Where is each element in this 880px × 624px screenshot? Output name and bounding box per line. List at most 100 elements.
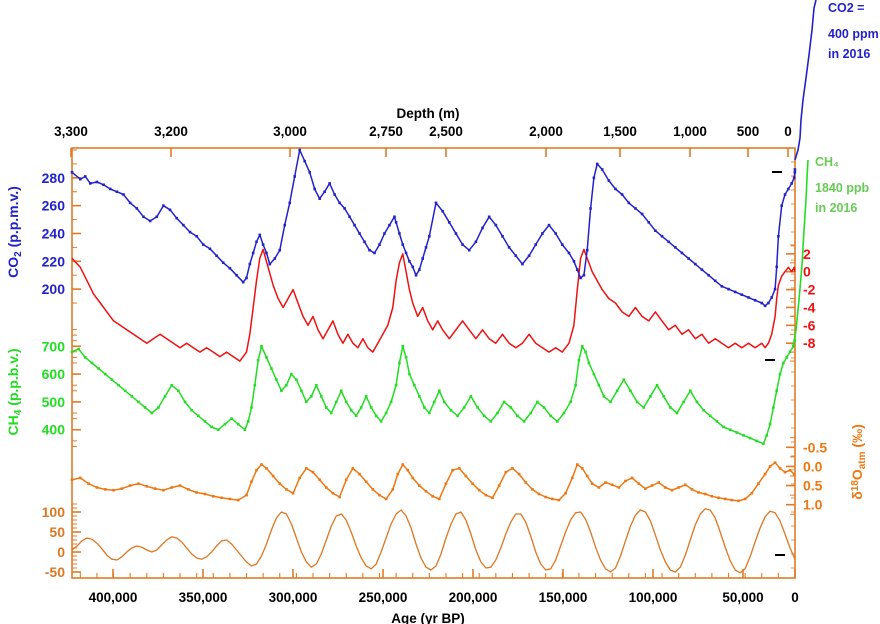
data-point bbox=[391, 488, 395, 491]
data-point bbox=[300, 389, 303, 393]
data-point bbox=[556, 420, 559, 423]
data-point bbox=[228, 266, 232, 270]
age-tick-label-8: 0 bbox=[791, 590, 799, 605]
data-point bbox=[378, 243, 381, 246]
data-point bbox=[203, 420, 207, 423]
data-point bbox=[255, 468, 258, 472]
co2-axis-tick-label-3: 220 bbox=[42, 253, 66, 269]
data-point bbox=[295, 378, 298, 381]
temp-axis-tick-label-2: -2 bbox=[803, 282, 816, 298]
data-point bbox=[251, 251, 255, 255]
data-point bbox=[655, 383, 659, 387]
depth-tick-label-6: 1,500 bbox=[603, 124, 637, 139]
annotation-0-line-0: CO2 = bbox=[828, 1, 864, 15]
depth-tick-label-2: 3,000 bbox=[273, 124, 307, 139]
data-point bbox=[122, 193, 125, 196]
data-point bbox=[728, 428, 732, 432]
data-point bbox=[261, 243, 265, 246]
data-point bbox=[697, 491, 700, 494]
data-point bbox=[253, 383, 257, 387]
data-point bbox=[456, 414, 459, 418]
data-point bbox=[115, 190, 119, 194]
data-point bbox=[137, 482, 140, 485]
data-point bbox=[273, 257, 277, 260]
data-point bbox=[413, 383, 416, 387]
depth-tick-label-1: 3,200 bbox=[154, 124, 188, 139]
data-point bbox=[600, 168, 604, 171]
data-point bbox=[112, 488, 115, 492]
data-point bbox=[730, 498, 734, 502]
data-point bbox=[569, 400, 572, 404]
data-point bbox=[574, 383, 577, 387]
data-point bbox=[190, 408, 193, 412]
data-point bbox=[401, 243, 405, 246]
data-point bbox=[690, 488, 694, 491]
data-point bbox=[580, 467, 584, 470]
data-point bbox=[664, 486, 667, 489]
data-point bbox=[250, 406, 253, 409]
data-point bbox=[389, 400, 393, 404]
data-point bbox=[353, 223, 356, 227]
data-point bbox=[783, 193, 787, 196]
data-point bbox=[687, 257, 690, 260]
data-point bbox=[634, 207, 637, 210]
data-point bbox=[275, 378, 278, 381]
data-point bbox=[305, 400, 308, 404]
data-point bbox=[431, 494, 434, 498]
data-point bbox=[70, 350, 74, 354]
data-point bbox=[102, 183, 105, 187]
insol-axis-tick-label-2: 0 bbox=[57, 544, 65, 560]
data-point bbox=[359, 406, 363, 409]
data-point bbox=[637, 482, 641, 485]
data-point bbox=[278, 248, 282, 252]
co2-axis-title: CO2 (p.p.m.v.) bbox=[5, 186, 24, 278]
insol-axis-tick-label-0: 100 bbox=[42, 504, 66, 520]
data-point bbox=[461, 243, 464, 246]
data-point bbox=[630, 476, 634, 480]
data-point bbox=[561, 243, 564, 246]
d18o-axis-tick-label-1: 0.0 bbox=[803, 458, 823, 474]
temp-axis-tick-label-0: 2 bbox=[803, 246, 811, 262]
data-point bbox=[117, 383, 120, 387]
data-point bbox=[544, 495, 547, 499]
data-point bbox=[290, 372, 293, 376]
data-point bbox=[585, 248, 589, 252]
data-point bbox=[622, 378, 626, 381]
data-point bbox=[597, 486, 601, 489]
data-point bbox=[763, 472, 767, 476]
data-point bbox=[640, 212, 644, 216]
age-tick-label-4: 200,000 bbox=[449, 590, 498, 605]
data-point bbox=[735, 431, 739, 434]
data-point bbox=[792, 176, 796, 180]
data-point bbox=[318, 478, 321, 482]
data-point bbox=[682, 400, 685, 404]
data-point bbox=[288, 201, 292, 205]
data-point bbox=[323, 190, 326, 194]
depth-tick-label-0: 3,300 bbox=[54, 124, 88, 139]
data-point bbox=[620, 193, 624, 196]
data-point bbox=[742, 434, 745, 437]
data-point bbox=[747, 296, 750, 299]
data-point bbox=[443, 400, 446, 404]
data-point bbox=[255, 240, 258, 244]
age-tick-label-6: 100,000 bbox=[629, 590, 678, 605]
data-point bbox=[777, 234, 780, 238]
data-point bbox=[245, 276, 248, 280]
data-point bbox=[582, 273, 586, 277]
data-point bbox=[128, 484, 132, 487]
data-point bbox=[310, 395, 313, 398]
temp-axis-tick-label-5: -8 bbox=[803, 335, 816, 351]
data-point bbox=[363, 240, 366, 244]
data-point bbox=[662, 395, 665, 398]
data-point bbox=[454, 232, 458, 235]
data-point bbox=[351, 467, 355, 470]
data-point bbox=[644, 487, 647, 490]
data-point bbox=[541, 232, 544, 235]
data-point bbox=[245, 493, 248, 497]
data-point bbox=[424, 490, 428, 493]
data-point bbox=[604, 481, 607, 484]
data-point bbox=[404, 251, 408, 255]
series-line bbox=[71, 248, 796, 362]
data-point bbox=[408, 260, 411, 263]
data-point bbox=[793, 170, 797, 174]
